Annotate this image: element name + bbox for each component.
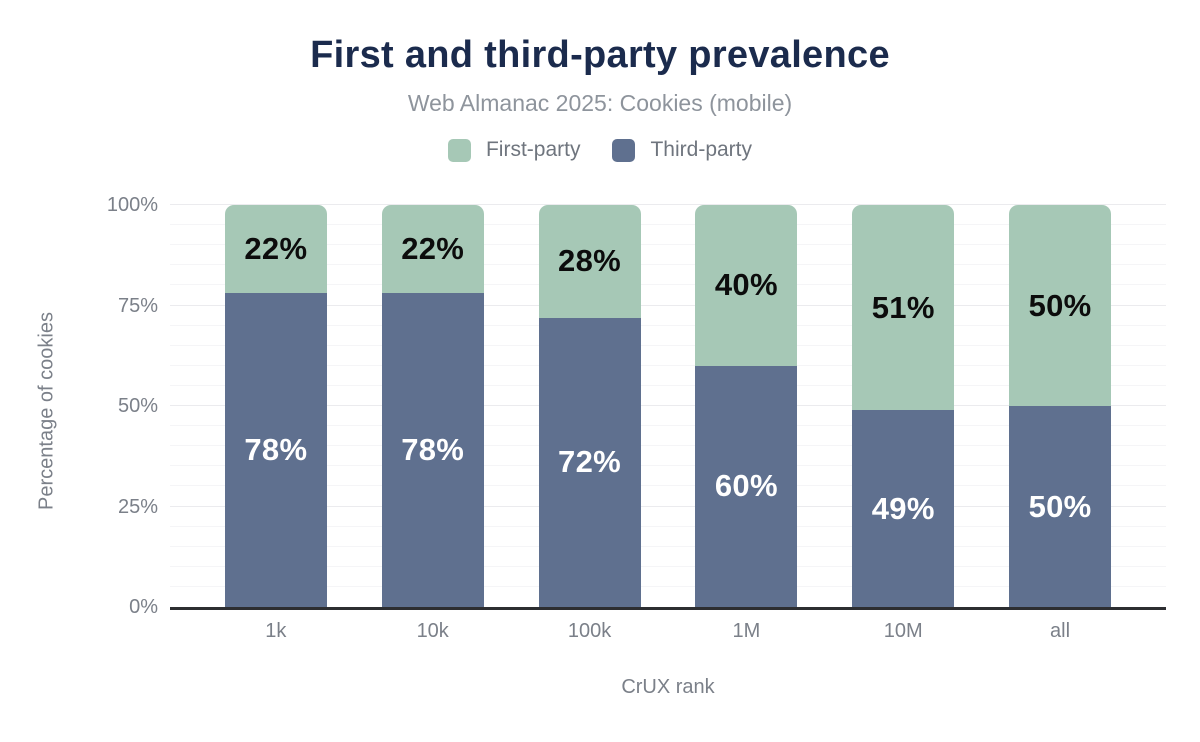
- plot-area: 22% 78% 1k 22% 78% 10k 28% 72% 100k 40% 60% 1M 51% 49…: [170, 204, 1166, 642]
- legend-item-first-party: First-party: [447, 138, 581, 162]
- bar-value-label: 50%: [1028, 488, 1092, 524]
- x-tick-label: 10k: [416, 620, 449, 642]
- bar-value-label: 22%: [244, 231, 308, 267]
- bar-segment-third-party: 78%: [381, 293, 484, 607]
- bar-value-label: 28%: [558, 243, 621, 279]
- y-tick-label: 25%: [117, 495, 158, 518]
- chart-title: First and third-party prevalence: [310, 34, 890, 76]
- bar-100k: 28% 72% 100k: [538, 205, 641, 642]
- x-axis-line: [170, 607, 1166, 610]
- x-tick-label: 1M: [732, 620, 761, 642]
- y-axis-ticks: 0% 25% 50% 75% 100%: [0, 195, 158, 617]
- bar-segment-first-party: 22%: [381, 205, 484, 294]
- bar-10k: 22% 78% 10k: [381, 205, 484, 642]
- bars-container: 22% 78% 1k 22% 78% 10k 28% 72% 100k 40% 60% 1M 51% 49…: [170, 205, 1166, 642]
- minor-gridline: [170, 324, 1166, 326]
- minor-gridline: [170, 525, 1166, 527]
- minor-gridline: [170, 284, 1166, 286]
- bar-value-label: 60%: [714, 468, 778, 504]
- chart-subtitle: Web Almanac 2025: Cookies (mobile): [407, 90, 793, 116]
- bar-segment-first-party: 50%: [1009, 205, 1112, 406]
- minor-gridline: [170, 244, 1166, 246]
- minor-gridline: [170, 264, 1166, 266]
- major-gridline: [170, 405, 1166, 406]
- bar-value-label: 51%: [871, 289, 935, 325]
- x-tick-label: 1k: [265, 620, 287, 642]
- minor-gridline: [170, 465, 1166, 467]
- bar-value-label: 78%: [401, 432, 465, 468]
- bar-segment-first-party: 28%: [538, 205, 641, 318]
- bar-segment-first-party: 40%: [695, 205, 798, 366]
- legend-label: Third-party: [650, 138, 753, 161]
- y-tick-label: 75%: [117, 294, 158, 317]
- bar-segment-third-party: 50%: [1009, 406, 1112, 607]
- minor-gridline: [170, 425, 1166, 427]
- minor-gridline: [170, 384, 1166, 386]
- minor-gridline: [170, 565, 1166, 567]
- bar-1k: 22% 78% 1k: [224, 205, 327, 642]
- legend-item-third-party: Third-party: [612, 138, 752, 162]
- major-gridline: [170, 505, 1166, 507]
- bar-segment-third-party: 49%: [852, 410, 955, 607]
- bar-1M: 40% 60% 1M: [695, 205, 798, 642]
- bar-value-label: 22%: [401, 231, 465, 267]
- bar-segment-first-party: 22%: [224, 205, 327, 294]
- y-tick-label: 0%: [129, 596, 158, 618]
- x-tick-label: 100k: [567, 620, 612, 642]
- y-tick-label: 100%: [106, 194, 158, 216]
- bar-value-label: 49%: [871, 490, 935, 526]
- x-axis-title: CrUX rank: [621, 676, 715, 698]
- y-tick-label: 50%: [117, 395, 158, 417]
- bar-value-label: 72%: [558, 444, 621, 480]
- major-gridline: [170, 204, 1166, 205]
- bar-10M: 51% 49% 10M: [852, 205, 955, 642]
- minor-gridline: [170, 585, 1166, 587]
- bar-segment-third-party: 72%: [538, 317, 641, 607]
- legend: First-party Third-party: [0, 138, 1200, 162]
- legend-label: First-party: [485, 138, 581, 161]
- bar-segment-third-party: 60%: [695, 365, 798, 607]
- minor-gridline: [170, 445, 1166, 447]
- bar-value-label: 50%: [1028, 287, 1092, 323]
- third-party-swatch-icon: [612, 138, 636, 162]
- major-gridline: [170, 304, 1166, 306]
- first-party-swatch-icon: [447, 138, 471, 162]
- bar-all: 50% 50% all: [1009, 205, 1112, 642]
- x-tick-label: 10M: [883, 620, 923, 642]
- minor-gridline: [170, 364, 1166, 366]
- x-tick-label: all: [1050, 620, 1071, 642]
- minor-gridline: [170, 545, 1166, 547]
- bar-segment-first-party: 51%: [852, 205, 955, 411]
- minor-gridline: [170, 485, 1166, 487]
- bar-value-label: 40%: [714, 267, 778, 303]
- minor-gridline: [170, 344, 1166, 346]
- minor-gridline: [170, 224, 1166, 226]
- bar-value-label: 78%: [244, 432, 308, 468]
- bar-segment-third-party: 78%: [224, 293, 327, 607]
